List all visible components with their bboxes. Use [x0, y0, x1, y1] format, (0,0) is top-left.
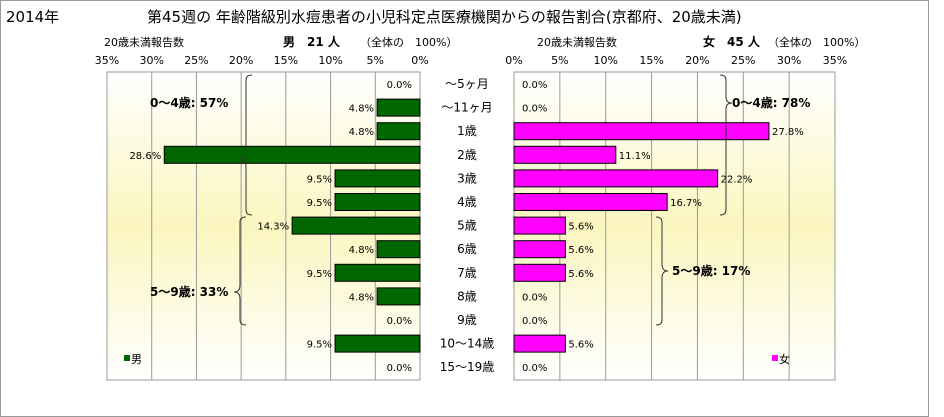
male-data-label: 9.5% [307, 174, 332, 185]
male-data-label: 4.8% [349, 245, 374, 256]
male-x-tick-label: 0% [411, 54, 428, 67]
male-data-label: 9.5% [307, 198, 332, 209]
male-data-label: 4.8% [349, 292, 374, 303]
male-bar [334, 169, 421, 188]
female-bar [513, 263, 566, 282]
category-label: ～11ヶ月 [441, 101, 492, 115]
female-bar [513, 334, 566, 353]
year-label: 2014年 [6, 8, 59, 26]
male-group-label-0-4: 0～4歳: 57% [150, 95, 228, 110]
female-x-tick-label: 20% [685, 54, 709, 67]
male-bar [291, 216, 421, 235]
female-data-label: 11.1% [619, 151, 651, 162]
female-axis-title: 20歳未満報告数 [537, 36, 617, 49]
category-label: 10～14歳 [440, 337, 495, 351]
female-data-label: 5.6% [568, 269, 593, 280]
category-label: 2歳 [457, 148, 477, 162]
female-data-label: 5.6% [568, 245, 593, 256]
female-data-label: 0.0% [522, 292, 547, 303]
female-bar [513, 240, 566, 259]
female-bar [513, 169, 719, 188]
female-group-bracket-0-4 [719, 74, 733, 216]
male-bar [334, 193, 421, 211]
male-x-tick-label: 30% [139, 54, 163, 67]
male-data-label: 28.6% [129, 151, 161, 162]
male-data-label: 0.0% [387, 80, 412, 91]
male-data-label: 4.8% [349, 127, 374, 138]
female-group-label-0-4: 0～4歳: 78% [732, 95, 810, 110]
male-bar [376, 122, 421, 141]
female-x-tick-label: 25% [731, 54, 755, 67]
female-group-bracket-5-9 [655, 216, 669, 326]
male-bar [334, 263, 421, 282]
female-bar [513, 145, 617, 164]
female-data-label: 16.7% [670, 198, 702, 209]
category-label: 9歳 [457, 313, 477, 327]
male-data-label: 0.0% [387, 363, 412, 374]
male-data-label: 9.5% [307, 340, 332, 351]
category-label: 1歳 [457, 124, 477, 138]
male-x-tick-label: 25% [184, 54, 208, 67]
female-group-label-5-9: 5～9歳: 17% [672, 263, 750, 278]
male-legend-label: 男 [131, 353, 142, 366]
female-data-label: 22.2% [721, 174, 753, 185]
female-data-label: 0.0% [522, 316, 547, 327]
male-legend-swatch [124, 355, 130, 361]
category-label: 6歳 [457, 242, 477, 256]
male-x-tick-label: 10% [318, 54, 342, 67]
male-x-tick-label: 5% [367, 54, 384, 67]
female-data-label: 27.8% [772, 127, 804, 138]
female-data-label: 0.0% [522, 104, 547, 115]
female-data-label: 5.6% [568, 340, 593, 351]
female-share-label: （全体の 100%） [768, 35, 865, 49]
female-legend-label: 女 [779, 352, 790, 366]
female-bar [513, 122, 770, 141]
category-label: 8歳 [457, 289, 477, 303]
category-label: 3歳 [457, 171, 477, 185]
male-data-label: 4.8% [349, 104, 374, 115]
female-x-tick-label: 30% [777, 54, 801, 67]
male-bar [376, 240, 421, 259]
male-x-tick-label: 35% [95, 54, 119, 67]
male-data-label: 0.0% [387, 316, 412, 327]
female-bar [513, 216, 566, 235]
male-data-label: 14.3% [257, 222, 289, 233]
male-x-tick-label: 15% [274, 54, 298, 67]
male-bar [376, 287, 421, 306]
category-label: 5歳 [457, 219, 477, 233]
female-bar [513, 193, 668, 211]
chart-title: 第45週の 年齢階級別水痘患者の小児科定点医療機関からの報告割合(京都府、20歳… [147, 8, 742, 26]
female-data-label: 5.6% [568, 222, 593, 233]
male-axis-title: 20歳未満報告数 [104, 36, 184, 49]
category-label: 4歳 [457, 195, 477, 209]
female-data-label: 0.0% [522, 80, 547, 91]
male-group-bracket-0-4 [239, 74, 253, 216]
male-data-label: 9.5% [307, 269, 332, 280]
male-share-label: （全体の 100%） [360, 35, 457, 49]
male-bar [163, 145, 421, 164]
male-bar [376, 98, 421, 117]
male-group-bracket-5-9 [233, 216, 247, 326]
female-x-tick-label: 15% [639, 54, 663, 67]
male-bar [334, 334, 421, 353]
female-x-tick-label: 35% [823, 54, 847, 67]
male-total-label: 男 21 人 [283, 34, 341, 49]
male-group-label-5-9: 5～9歳: 33% [150, 284, 228, 299]
female-x-tick-label: 0% [505, 54, 522, 67]
female-x-tick-label: 5% [551, 54, 568, 67]
category-label: ～5ヶ月 [445, 77, 489, 91]
female-data-label: 0.0% [522, 363, 547, 374]
female-x-tick-label: 10% [593, 54, 617, 67]
category-label: 7歳 [457, 266, 477, 280]
category-label: 15～19歳 [440, 360, 495, 374]
female-legend-swatch [772, 355, 778, 361]
female-total-label: 女 45 人 [703, 34, 761, 49]
male-x-tick-label: 20% [229, 54, 253, 67]
